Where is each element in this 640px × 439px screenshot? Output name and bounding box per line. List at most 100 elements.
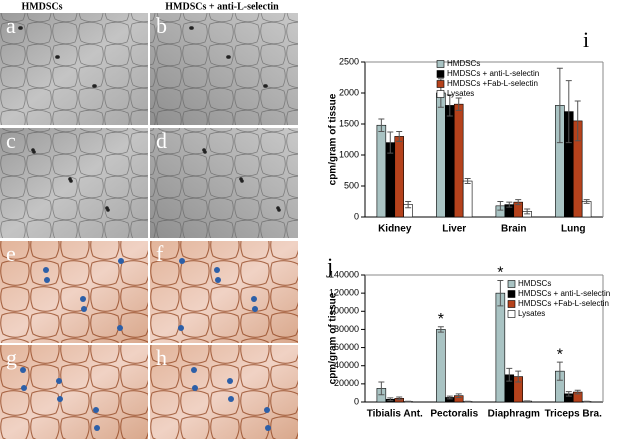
bar [436,92,446,218]
legend-label: HMDSCs +Fab-L-selectin [518,299,609,308]
error-bar [387,397,394,402]
dark-spot [277,208,281,212]
y-tick-label: 0 [354,396,359,406]
column-header: HMDSCs [21,1,62,12]
panel-label: e [6,241,16,266]
column-header: HMDSCs + anti-L-selectin [165,1,279,12]
legend-label: HMDSCs +Fab-L-selectin [447,79,538,88]
dark-spot [32,150,36,154]
stained-nucleus [215,277,221,283]
error-bar [437,326,444,333]
dark-spot [240,179,244,183]
error-bar [464,178,471,185]
y-tick-label: 2500 [339,56,359,66]
panel-label: a [6,13,16,38]
stained-nucleus [56,378,62,384]
legend-label: Lysates [447,89,474,98]
stained-nucleus [81,306,87,312]
stained-nucleus [93,407,99,413]
y-tick-label: 2000 [339,87,359,97]
stained-nucleus [251,296,257,302]
legend-swatch [436,90,445,98]
cell-outlines [150,345,298,439]
error-bar [378,381,385,396]
legend-swatch [507,310,516,318]
dark-spot [93,84,97,88]
x-tick-label: Lung [561,224,585,235]
error-bar [524,208,531,215]
legend-swatch [436,80,445,88]
significance-marker: * [497,265,503,282]
error-bar [446,395,453,400]
stained-nucleus [265,425,271,431]
stained-nucleus [20,367,26,373]
legend-label: HMDSCs [518,279,551,288]
bar [495,292,506,403]
bar [394,136,404,218]
panel-label: h [156,345,167,370]
stained-nucleus [264,407,270,413]
dark-spot [19,26,23,30]
x-tick-label: Kidney [378,224,412,235]
bar [453,103,464,218]
error-bar [387,131,394,154]
y-tick-label: 120000 [329,288,359,298]
stained-nucleus [80,296,86,302]
x-tick-label: Triceps Bra. [545,409,602,420]
y-tick-label: 500 [344,180,359,190]
panel-label: j [326,253,333,278]
y-axis-label: cpm/gram of tissue [328,93,339,185]
error-bar [506,367,513,382]
legend-label: HMDSCs + anti-L-selectin [447,69,539,78]
error-bar [506,201,513,208]
stained-nucleus [118,258,124,264]
error-bar [446,94,453,117]
stained-nucleus [43,267,49,273]
panel-label: b [156,13,167,38]
stained-nucleus [179,258,185,264]
error-bar [556,67,563,144]
significance-marker: * [557,346,563,363]
y-tick-label: 140000 [329,269,359,279]
y-tick-label: 1000 [339,149,359,159]
panel-label: c [6,128,16,153]
stained-nucleus [214,267,220,273]
stained-nucleus [21,385,27,391]
error-bar [497,201,504,211]
significance-marker: * [438,311,444,328]
stained-nucleus [252,306,258,312]
cell-outlines [150,128,298,238]
error-bar [565,80,572,144]
bar-chart: 0 20000 40000 60000 80000 100000 120000 140000 c… [326,253,610,420]
error-bar [583,400,590,403]
legend-swatch [507,290,516,298]
legend-swatch [507,280,516,288]
panel-label: i [583,27,589,52]
stained-nucleus [192,385,198,391]
legend-label: HMDSCs [447,59,480,68]
stained-nucleus [191,367,197,373]
error-bar [556,361,563,381]
dark-spot [56,55,60,59]
x-tick-label: Brain [501,224,527,235]
legend-swatch [507,300,516,308]
x-tick-label: Tibialis Ant. [367,409,423,420]
error-bar [515,199,522,206]
error-bar [515,370,522,383]
y-tick-label: 80000 [334,324,359,334]
cell-outlines [0,128,148,238]
dark-spot [264,84,268,88]
cell-outlines [0,241,148,343]
y-tick-label: 0 [354,211,359,221]
error-bar [396,130,403,142]
legend-label: HMDSCs + anti-L-selectin [518,289,610,298]
bar [385,142,396,218]
error-bar [497,279,504,307]
dark-spot [69,179,73,183]
bar-chart: 0 500 1000 1500 2000 2500 cpm/gram of tissue i K… [328,27,604,235]
error-bar [574,100,581,142]
panel-label: g [6,345,17,370]
y-tick-label: 100000 [329,306,359,316]
charts: 0 500 1000 1500 2000 2500 cpm/gram of tissue i K… [326,27,610,420]
